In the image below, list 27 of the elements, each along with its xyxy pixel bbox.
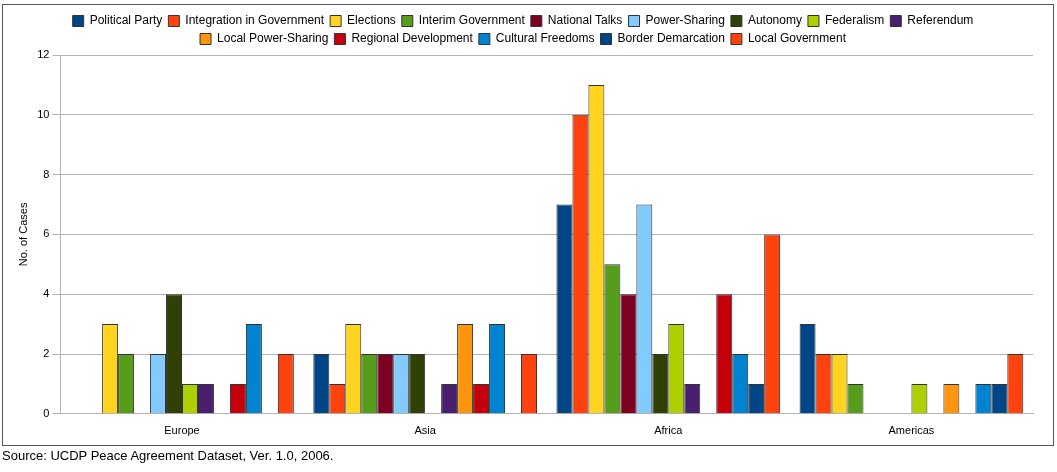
y-tick-label: 2 xyxy=(43,347,50,360)
legend-label: Interim Government xyxy=(418,13,526,28)
source-note: Source: UCDP Peace Agreement Dataset, Ver. 1.0, 2006. xyxy=(2,448,335,463)
legend-label: Regional Development xyxy=(351,31,474,46)
legend-label: Local Government xyxy=(747,31,847,46)
y-tick-label: 12 xyxy=(37,48,50,61)
y-tick-label: 10 xyxy=(37,107,50,120)
legend-label: Power-Sharing xyxy=(645,13,725,28)
legend-label: Federalism xyxy=(824,13,885,28)
x-tick-label: Africa xyxy=(654,424,684,437)
legend-label: Political Party xyxy=(89,13,163,28)
x-tick-label: Europe xyxy=(164,424,200,437)
y-tick-label: 6 xyxy=(43,227,50,240)
legend-label: Autonomy xyxy=(747,13,802,28)
legend-label: National Talks xyxy=(547,13,623,28)
legend-label: Referendum xyxy=(907,13,974,28)
y-tick-label: 0 xyxy=(43,406,50,419)
y-tick-label: 4 xyxy=(43,287,50,300)
y-axis-title: No. of Cases xyxy=(16,202,29,267)
legend-label: Elections xyxy=(347,13,396,28)
legend-label: Cultural Freedoms xyxy=(495,31,595,46)
legend-label: Local Power-Sharing xyxy=(217,31,329,46)
legend-label: Integration in Government xyxy=(185,13,325,28)
legend-label: Border Demarcation xyxy=(617,31,725,46)
y-tick-label: 8 xyxy=(43,167,50,180)
x-tick-label: Americas xyxy=(888,424,935,437)
x-tick-label: Asia xyxy=(414,424,437,437)
